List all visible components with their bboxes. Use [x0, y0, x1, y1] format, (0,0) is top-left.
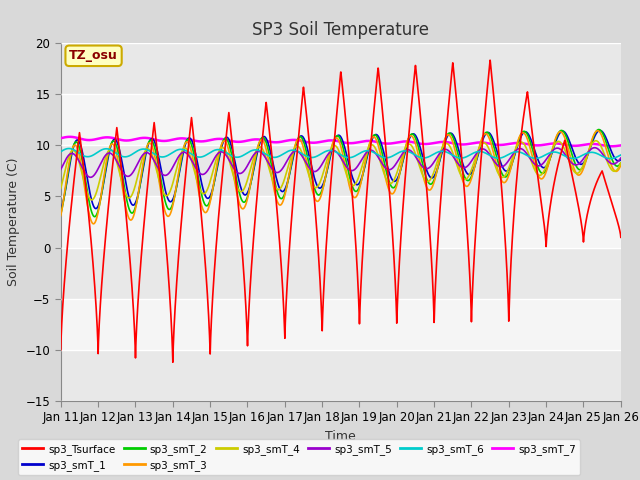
sp3_smT_3: [214, 159, 221, 165]
sp3_Tsurface: [564, 152, 572, 158]
sp3_Tsurface: [177, 224, 185, 229]
Line: sp3_smT_2: sp3_smT_2: [61, 130, 621, 216]
Bar: [61, 43, 621, 94]
sp3_smT_6: [65, 145, 73, 151]
sp3_Tsurface: [57, 347, 65, 353]
sp3_smT_2: [177, 159, 185, 165]
sp3_smT_2: [564, 138, 572, 144]
sp3_smT_2: [595, 127, 603, 132]
sp3_smT_7: [177, 135, 185, 141]
sp3_smT_7: [396, 139, 403, 145]
sp3_Tsurface: [396, 257, 403, 263]
sp3_smT_6: [396, 149, 403, 155]
sp3_Tsurface: [617, 233, 625, 239]
sp3_smT_6: [617, 152, 625, 158]
sp3_smT_5: [406, 147, 413, 153]
sp3_smT_3: [177, 156, 185, 162]
sp3_smT_1: [564, 134, 572, 140]
sp3_smT_7: [617, 143, 625, 148]
sp3_smT_4: [406, 141, 413, 147]
sp3_smT_3: [406, 134, 413, 140]
sp3_Tsurface: [214, 229, 221, 235]
sp3_smT_5: [57, 167, 65, 172]
sp3_smT_7: [617, 143, 625, 148]
sp3_Tsurface: [486, 57, 494, 63]
sp3_smT_4: [592, 138, 600, 144]
sp3_smT_5: [564, 156, 572, 161]
X-axis label: Time: Time: [325, 430, 356, 443]
Line: sp3_smT_3: sp3_smT_3: [61, 131, 621, 224]
sp3_smT_1: [596, 128, 604, 133]
sp3_smT_7: [214, 136, 221, 142]
sp3_smT_5: [177, 151, 185, 156]
sp3_smT_5: [396, 155, 403, 161]
Bar: [61, 350, 621, 401]
sp3_smT_5: [214, 151, 221, 157]
sp3_smT_4: [214, 153, 221, 158]
Line: sp3_smT_4: sp3_smT_4: [61, 141, 621, 200]
sp3_smT_3: [617, 162, 625, 168]
sp3_smT_3: [57, 213, 65, 218]
sp3_smT_1: [617, 157, 625, 163]
sp3_smT_6: [177, 146, 185, 152]
Line: sp3_smT_6: sp3_smT_6: [61, 148, 621, 158]
Title: SP3 Soil Temperature: SP3 Soil Temperature: [252, 21, 429, 39]
sp3_smT_1: [57, 206, 65, 212]
sp3_smT_2: [617, 160, 625, 166]
sp3_smT_4: [57, 185, 65, 191]
sp3_smT_5: [591, 145, 598, 151]
sp3_smT_2: [214, 162, 221, 168]
Bar: [61, 248, 621, 299]
sp3_smT_5: [617, 156, 625, 161]
sp3_smT_1: [177, 162, 184, 168]
Line: sp3_smT_1: sp3_smT_1: [61, 131, 621, 209]
sp3_smT_4: [564, 155, 572, 160]
Line: sp3_Tsurface: sp3_Tsurface: [61, 60, 621, 362]
sp3_smT_2: [57, 211, 65, 216]
sp3_smT_3: [90, 221, 97, 227]
Line: sp3_smT_5: sp3_smT_5: [61, 148, 621, 177]
Bar: [61, 145, 621, 196]
sp3_smT_2: [91, 214, 99, 219]
sp3_smT_5: [86, 174, 94, 180]
Legend: sp3_Tsurface, sp3_smT_1, sp3_smT_2, sp3_smT_3, sp3_smT_4, sp3_smT_5, sp3_smT_6, : sp3_Tsurface, sp3_smT_1, sp3_smT_2, sp3_…: [18, 439, 580, 475]
sp3_smT_1: [617, 157, 625, 163]
sp3_smT_1: [213, 165, 221, 171]
Y-axis label: Soil Temperature (C): Soil Temperature (C): [7, 158, 20, 286]
sp3_smT_3: [594, 128, 602, 133]
sp3_smT_3: [617, 163, 625, 168]
sp3_smT_3: [396, 171, 403, 177]
sp3_smT_7: [406, 139, 413, 144]
sp3_smT_2: [617, 160, 625, 166]
sp3_smT_4: [396, 162, 403, 168]
sp3_smT_1: [405, 136, 413, 142]
sp3_smT_6: [564, 155, 572, 160]
sp3_smT_1: [396, 171, 403, 177]
sp3_smT_2: [396, 171, 403, 177]
sp3_smT_2: [406, 134, 413, 140]
sp3_Tsurface: [169, 360, 177, 365]
sp3_smT_3: [564, 144, 572, 150]
sp3_smT_6: [406, 149, 413, 155]
Bar: [61, 299, 621, 350]
Line: sp3_smT_7: sp3_smT_7: [61, 137, 621, 146]
sp3_smT_4: [88, 197, 95, 203]
Bar: [61, 94, 621, 145]
sp3_smT_6: [57, 149, 65, 155]
sp3_smT_6: [617, 152, 625, 158]
sp3_Tsurface: [617, 234, 625, 240]
sp3_smT_7: [564, 143, 572, 148]
sp3_smT_4: [617, 160, 625, 166]
sp3_smT_6: [214, 147, 221, 153]
sp3_smT_4: [617, 160, 625, 166]
sp3_smT_5: [617, 155, 625, 161]
sp3_smT_7: [57, 135, 65, 141]
Bar: [61, 196, 621, 248]
sp3_smT_4: [177, 151, 185, 156]
sp3_smT_7: [608, 144, 616, 149]
sp3_Tsurface: [406, 126, 413, 132]
Text: TZ_osu: TZ_osu: [69, 49, 118, 62]
sp3_smT_6: [607, 156, 614, 161]
sp3_smT_7: [66, 134, 74, 140]
